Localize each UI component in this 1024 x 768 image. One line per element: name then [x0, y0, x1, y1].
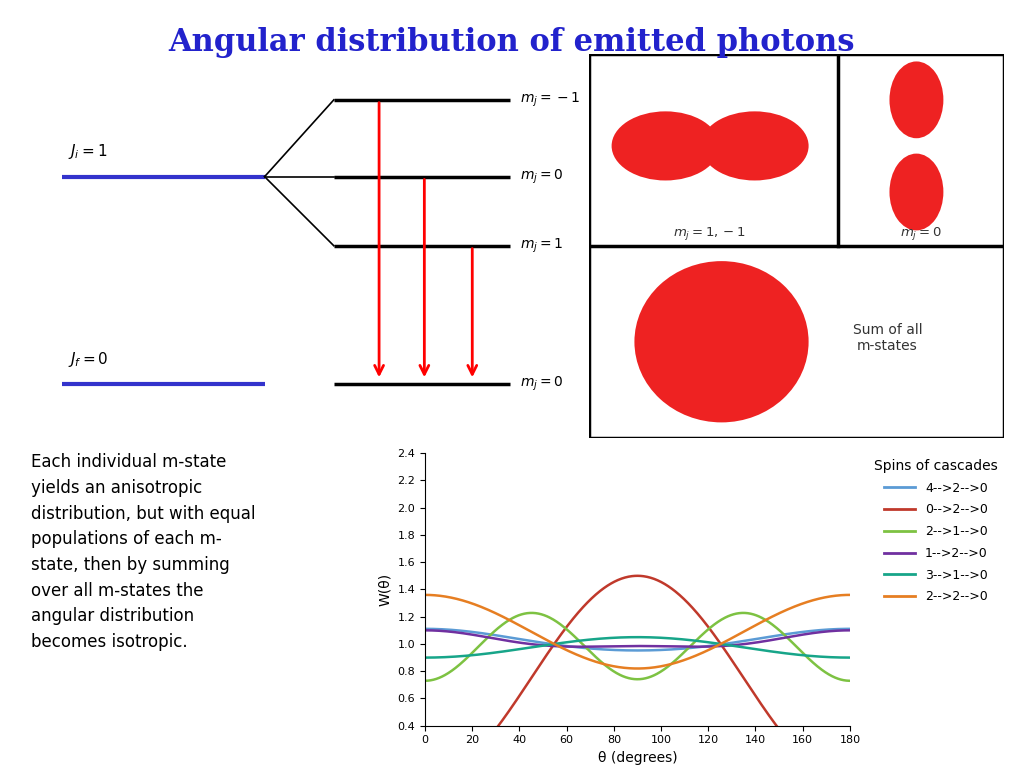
2-->1-->0 — [739, 608, 752, 617]
1-->2-->0 — [739, 639, 752, 648]
3-->1-->0 — [844, 653, 856, 662]
2-->2-->0 — [703, 645, 716, 654]
Text: $J_i = 1$: $J_i = 1$ — [68, 142, 106, 161]
2-->1-->0 — [611, 669, 624, 678]
Circle shape — [635, 261, 809, 422]
Text: Sum of all
m-states: Sum of all m-states — [853, 323, 923, 353]
2-->2-->0 — [419, 591, 431, 600]
1-->2-->0 — [670, 642, 682, 651]
Text: $J_f = 0$: $J_f = 0$ — [68, 349, 109, 369]
0-->2-->0 — [494, 719, 506, 728]
3-->1-->0 — [419, 653, 431, 662]
Text: $m_j = -1$: $m_j = -1$ — [520, 91, 581, 109]
4-->2-->0 — [494, 631, 506, 641]
0-->2-->0 — [670, 588, 682, 597]
Line: 1-->2-->0: 1-->2-->0 — [425, 631, 850, 647]
4-->2-->0 — [703, 641, 716, 650]
Text: $m_j = 0$: $m_j = 0$ — [900, 224, 941, 242]
Ellipse shape — [611, 111, 720, 180]
2-->2-->0 — [611, 662, 624, 671]
3-->1-->0 — [670, 634, 682, 644]
Text: Angular distribution of emitted photons: Angular distribution of emitted photons — [169, 27, 855, 58]
1-->2-->0 — [611, 641, 624, 650]
X-axis label: θ (degrees): θ (degrees) — [598, 751, 677, 765]
1-->2-->0 — [573, 642, 586, 651]
Text: $m_j = 1,-1$: $m_j = 1,-1$ — [673, 224, 745, 242]
4-->2-->0 — [419, 624, 431, 634]
4-->2-->0 — [631, 646, 643, 655]
Line: 2-->1-->0: 2-->1-->0 — [425, 613, 850, 680]
2-->2-->0 — [631, 664, 643, 673]
4-->2-->0 — [844, 624, 856, 634]
2-->1-->0 — [419, 676, 431, 685]
2-->1-->0 — [844, 676, 856, 685]
2-->2-->0 — [844, 591, 856, 600]
Text: $m_j = 0$: $m_j = 0$ — [520, 167, 563, 186]
Line: 4-->2-->0: 4-->2-->0 — [425, 629, 850, 650]
Text: Each individual m-state
yields an anisotropic
distribution, but with equal
popul: Each individual m-state yields an anisot… — [31, 453, 255, 651]
3-->1-->0 — [739, 643, 752, 652]
2-->1-->0 — [737, 608, 750, 617]
Legend: 4-->2-->0, 0-->2-->0, 2-->1-->0, 1-->2-->0, 3-->1-->0, 2-->2-->0: 4-->2-->0, 0-->2-->0, 2-->1-->0, 1-->2--… — [869, 454, 1002, 608]
0-->2-->0 — [739, 677, 752, 686]
Ellipse shape — [890, 61, 943, 138]
3-->1-->0 — [494, 647, 506, 657]
Line: 2-->2-->0: 2-->2-->0 — [425, 595, 850, 668]
1-->2-->0 — [528, 640, 541, 649]
4-->2-->0 — [670, 644, 682, 654]
4-->2-->0 — [528, 637, 541, 646]
Text: $m_j = 0$: $m_j = 0$ — [520, 375, 563, 393]
0-->2-->0 — [528, 669, 541, 678]
3-->1-->0 — [703, 637, 716, 647]
0-->2-->0 — [611, 576, 624, 585]
1-->2-->0 — [419, 626, 431, 635]
Line: 0-->2-->0: 0-->2-->0 — [425, 576, 850, 768]
2-->1-->0 — [494, 622, 506, 631]
4-->2-->0 — [739, 636, 752, 645]
2-->1-->0 — [670, 656, 682, 665]
2-->2-->0 — [494, 611, 506, 620]
2-->2-->0 — [670, 658, 682, 667]
Line: 3-->1-->0: 3-->1-->0 — [425, 637, 850, 657]
Text: $m_j = 1$: $m_j = 1$ — [520, 237, 563, 255]
3-->1-->0 — [631, 633, 643, 642]
Y-axis label: W(θ): W(θ) — [378, 573, 392, 606]
3-->1-->0 — [611, 633, 624, 642]
Ellipse shape — [700, 111, 809, 180]
2-->2-->0 — [528, 629, 541, 638]
0-->2-->0 — [631, 571, 643, 581]
2-->1-->0 — [528, 608, 541, 617]
2-->2-->0 — [739, 626, 752, 635]
1-->2-->0 — [703, 642, 716, 651]
1-->2-->0 — [844, 626, 856, 635]
Ellipse shape — [890, 154, 943, 230]
0-->2-->0 — [703, 624, 716, 633]
2-->1-->0 — [702, 624, 715, 634]
1-->2-->0 — [494, 635, 506, 644]
3-->1-->0 — [528, 642, 541, 651]
4-->2-->0 — [611, 645, 624, 654]
